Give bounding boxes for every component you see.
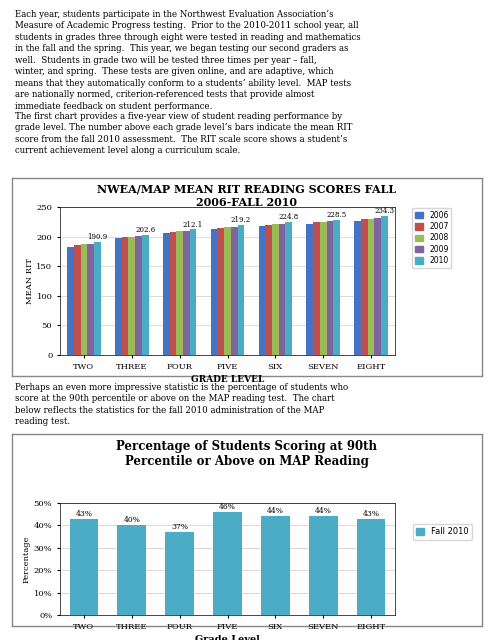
Bar: [217, 228, 224, 355]
Bar: [333, 220, 340, 355]
Text: 234.3: 234.3: [375, 207, 395, 216]
Bar: [115, 238, 122, 355]
Bar: [165, 532, 194, 615]
Text: The first chart provides a five-year view of student reading performance by
grad: The first chart provides a five-year vie…: [15, 112, 352, 156]
Bar: [224, 227, 231, 355]
Bar: [279, 223, 286, 355]
Bar: [183, 230, 190, 355]
Bar: [286, 222, 292, 355]
Legend: 2006, 2007, 2008, 2009, 2010: 2006, 2007, 2008, 2009, 2010: [412, 208, 451, 268]
Text: Percentage of Students Scoring at 90th
Percentile or Above on MAP Reading: Percentage of Students Scoring at 90th P…: [116, 440, 378, 468]
Bar: [374, 218, 381, 355]
Text: 202.6: 202.6: [135, 226, 155, 234]
Text: 224.8: 224.8: [279, 213, 299, 221]
Bar: [128, 237, 135, 355]
Y-axis label: Percentage: Percentage: [23, 535, 31, 583]
Bar: [190, 229, 197, 355]
Bar: [272, 224, 279, 355]
Text: 212.1: 212.1: [183, 221, 203, 228]
Legend: Fall 2010: Fall 2010: [412, 524, 472, 540]
Text: 46%: 46%: [219, 503, 236, 511]
Bar: [231, 227, 238, 355]
Text: 219.2: 219.2: [231, 216, 251, 225]
Bar: [117, 525, 146, 615]
Bar: [309, 516, 338, 615]
Bar: [320, 222, 327, 355]
Text: 43%: 43%: [75, 509, 93, 518]
Bar: [265, 225, 272, 355]
Bar: [361, 220, 368, 355]
Bar: [211, 229, 217, 355]
Text: 43%: 43%: [362, 509, 380, 518]
Bar: [142, 235, 148, 355]
Bar: [368, 219, 374, 355]
Text: 44%: 44%: [267, 508, 284, 515]
Bar: [170, 232, 176, 355]
Bar: [94, 242, 100, 355]
Bar: [354, 221, 361, 355]
Text: 37%: 37%: [171, 523, 188, 531]
Bar: [122, 237, 128, 355]
Text: 44%: 44%: [315, 508, 332, 515]
Bar: [313, 222, 320, 355]
X-axis label: Grade Level: Grade Level: [195, 635, 260, 640]
Bar: [87, 244, 94, 355]
Bar: [163, 233, 170, 355]
Bar: [306, 223, 313, 355]
Text: 228.5: 228.5: [327, 211, 346, 219]
Y-axis label: MEAN RIT: MEAN RIT: [26, 258, 34, 304]
Text: Each year, students participate in the Northwest Evaluation Association’s
Measur: Each year, students participate in the N…: [15, 10, 361, 111]
Bar: [258, 226, 265, 355]
Bar: [70, 518, 99, 615]
Text: NWEA/MAP MEAN RIT READING SCORES FALL
2006-FALL 2010: NWEA/MAP MEAN RIT READING SCORES FALL 20…: [98, 184, 396, 208]
Bar: [381, 216, 388, 355]
Bar: [81, 244, 87, 355]
Text: 190.9: 190.9: [87, 233, 107, 241]
Bar: [67, 246, 74, 355]
Bar: [238, 225, 244, 355]
Bar: [135, 236, 142, 355]
Bar: [327, 221, 333, 355]
Bar: [176, 231, 183, 355]
Bar: [261, 516, 290, 615]
Bar: [74, 245, 81, 355]
X-axis label: GRADE LEVEL: GRADE LEVEL: [191, 375, 264, 384]
Text: Perhaps an even more impressive statistic is the percentage of students who
scor: Perhaps an even more impressive statisti…: [15, 383, 348, 426]
Text: 40%: 40%: [123, 516, 140, 524]
Bar: [357, 518, 386, 615]
Bar: [213, 512, 242, 615]
